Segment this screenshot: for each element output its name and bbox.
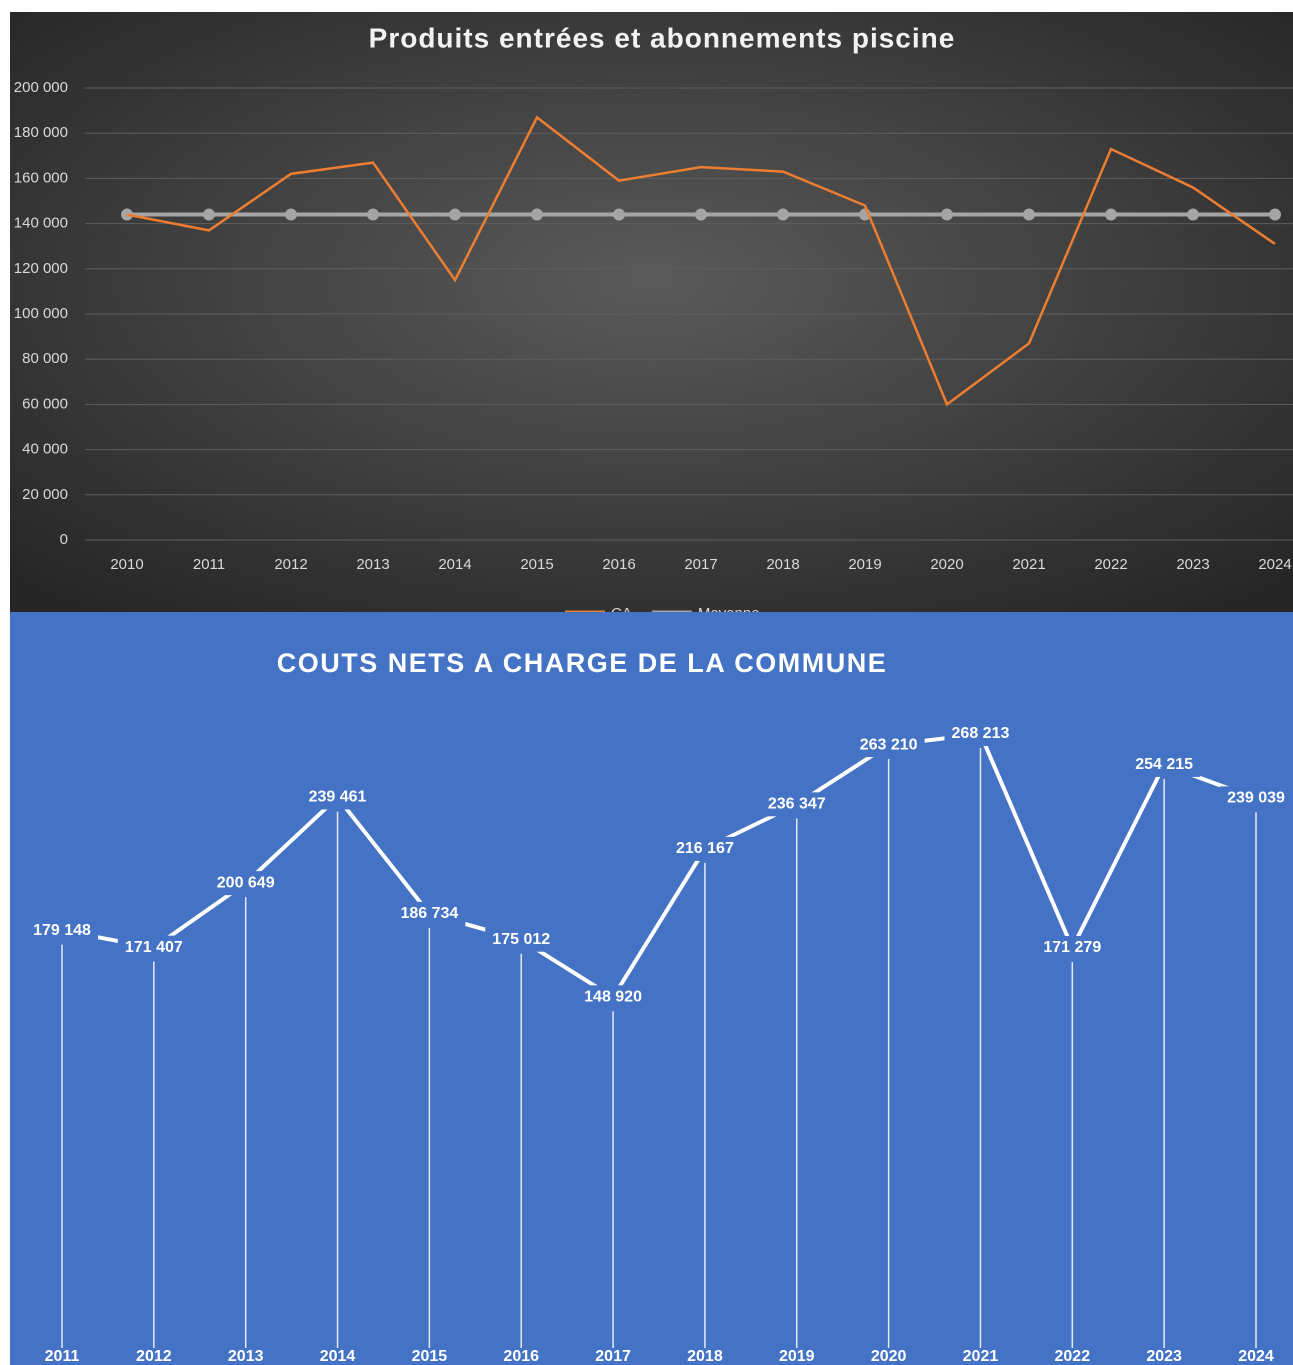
x-tick-label: 2012 <box>136 1348 172 1365</box>
background <box>10 12 1293 612</box>
marker <box>941 208 953 221</box>
x-tick-label: 2013 <box>228 1348 264 1365</box>
data-label: 200 649 <box>217 874 275 891</box>
x-tick-label: 2014 <box>320 1348 356 1365</box>
cost-chart: COUTS NETS A CHARGE DE LA COMMUNE 179 14… <box>10 612 1293 1365</box>
x-tick-label: 2013 <box>356 556 389 573</box>
label-background <box>852 733 925 758</box>
marker <box>1187 208 1199 221</box>
x-tick-label: 2020 <box>871 1348 907 1365</box>
label-background <box>577 985 650 1010</box>
data-label: 236 347 <box>768 796 826 813</box>
x-tick-label: 2012 <box>274 556 307 573</box>
data-label: 268 213 <box>952 725 1010 742</box>
x-tick-label: 2019 <box>848 556 881 573</box>
x-tick-label: 2024 <box>1258 556 1291 573</box>
x-tick-label: 2018 <box>687 1348 723 1365</box>
data-label: 239 461 <box>309 789 367 806</box>
label-background <box>944 722 1017 746</box>
y-tick-label: 160 000 <box>14 169 68 186</box>
label-background <box>117 935 190 960</box>
x-tick-label: 2014 <box>438 556 471 573</box>
marker <box>1023 208 1035 221</box>
x-tick-label: 2023 <box>1176 556 1209 573</box>
y-tick-label: 140 000 <box>14 215 68 232</box>
y-tick-label: 120 000 <box>14 260 68 277</box>
marker <box>613 208 625 221</box>
label-background <box>760 792 833 817</box>
label-background <box>393 901 466 926</box>
x-tick-label: 2016 <box>602 556 635 573</box>
x-tick-label: 2019 <box>779 1348 815 1365</box>
series-line <box>61 731 1257 1001</box>
x-tick-label: 2011 <box>45 1348 80 1365</box>
y-tick-label: 180 000 <box>14 124 68 141</box>
marker <box>695 208 707 221</box>
plot-area: Produits entrées et abonnements piscine … <box>10 12 1293 612</box>
label-background <box>485 927 558 952</box>
label-background <box>26 918 98 943</box>
series-line <box>126 115 1276 407</box>
x-tick-label: 2015 <box>520 556 553 573</box>
x-tick-label: 2020 <box>930 556 963 573</box>
x-tick-label: 2021 <box>1012 556 1045 573</box>
x-tick-label: 2011 <box>193 556 225 573</box>
x-tick-label: 2022 <box>1094 556 1127 573</box>
y-tick-label: 200 000 <box>14 79 68 96</box>
background <box>10 612 1293 1365</box>
chart-body: 0 20 000 40 000 60 000 80 000 100 000 120 000 1… <box>14 79 1293 612</box>
marker <box>367 208 379 221</box>
data-label: 263 210 <box>860 736 918 753</box>
legend-label: Moyenne <box>698 605 760 612</box>
y-tick-label: 80 000 <box>22 350 68 367</box>
data-label: 171 407 <box>125 939 183 956</box>
x-tick-label: 2017 <box>684 556 717 573</box>
marker <box>449 208 461 221</box>
marker <box>531 208 543 221</box>
marker <box>777 208 789 221</box>
data-label: 239 039 <box>1227 790 1285 807</box>
legend-label: CA <box>611 605 632 612</box>
x-tick-label: 2023 <box>1146 1348 1182 1365</box>
data-label: 179 148 <box>33 922 91 939</box>
data-label: 171 279 <box>1043 939 1101 956</box>
marker <box>1105 208 1117 221</box>
label-background <box>209 871 282 896</box>
revenue-chart: Produits entrées et abonnements piscine … <box>10 12 1293 612</box>
data-label: 216 167 <box>676 840 734 857</box>
marker <box>203 208 215 221</box>
y-tick-label: 60 000 <box>22 395 68 412</box>
x-tick-label: 2022 <box>1055 1348 1091 1365</box>
label-background <box>668 836 741 861</box>
x-tick-label: 2021 <box>963 1348 999 1365</box>
y-tick-label: 20 000 <box>22 486 68 503</box>
x-tick-label: 2018 <box>766 556 799 573</box>
y-tick-label: 0 <box>60 531 68 548</box>
chart-title: COUTS NETS A CHARGE DE LA COMMUNE <box>277 648 888 678</box>
label-background <box>1036 935 1109 960</box>
marker <box>285 208 297 221</box>
x-tick-label: 2015 <box>412 1348 448 1365</box>
x-tick-label: 2017 <box>595 1348 631 1365</box>
x-tick-label: 2016 <box>503 1348 539 1365</box>
y-tick-label: 100 000 <box>14 305 68 322</box>
label-background <box>1220 786 1292 811</box>
label-background <box>1128 752 1201 777</box>
x-tick-label: 2010 <box>110 556 143 573</box>
x-tick-label: 2024 <box>1238 1348 1274 1365</box>
marker <box>1269 208 1281 221</box>
data-label: 186 734 <box>400 905 458 922</box>
label-background <box>301 785 374 810</box>
data-label: 148 920 <box>584 989 642 1006</box>
y-tick-label: 40 000 <box>22 441 68 458</box>
data-label: 254 215 <box>1135 756 1193 773</box>
data-label: 175 012 <box>492 931 550 948</box>
chart-title: Produits entrées et abonnements piscine <box>369 22 956 53</box>
